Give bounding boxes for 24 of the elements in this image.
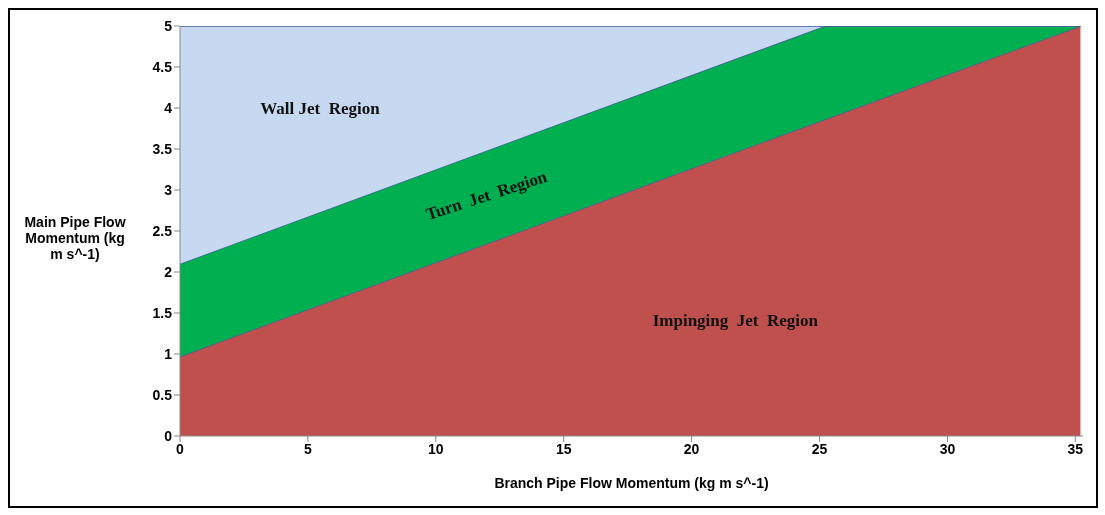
x-tick-label: 10 — [428, 440, 444, 457]
y-tick-label: 5 — [164, 17, 173, 34]
y-tick-label: 3.5 — [152, 140, 173, 157]
x-tick-label: 5 — [304, 440, 313, 457]
series-label: Wall Jet Region — [260, 98, 381, 118]
y-tick-label: 0.5 — [152, 386, 173, 403]
x-axis-title: Branch Pipe Flow Momentum (kg m s^-1) — [494, 475, 769, 491]
y-tick-label: 1.5 — [152, 304, 173, 321]
y-tick-label: 1 — [164, 345, 173, 362]
x-tick-label: 20 — [683, 440, 700, 457]
y-axis-title: Main Pipe Flow Momentum (kg m s^-1) — [23, 214, 127, 262]
x-tick-label: 0 — [176, 440, 185, 457]
x-tick-label: 25 — [811, 440, 828, 457]
x-tick-label: 35 — [1067, 440, 1084, 457]
y-tick-label: 4.5 — [152, 58, 173, 75]
y-tick-label: 3 — [164, 181, 173, 198]
series-label: Turn Jet Region — [423, 166, 550, 225]
y-tick-label: 2.5 — [152, 222, 173, 239]
x-tick-label: 30 — [939, 440, 956, 457]
x-tick-label: 15 — [555, 440, 572, 457]
series-label: Impinging Jet Region — [652, 311, 819, 331]
y-tick-label: 2 — [164, 263, 173, 280]
y-tick-label: 0 — [164, 427, 173, 444]
y-tick-label: 4 — [164, 99, 173, 116]
